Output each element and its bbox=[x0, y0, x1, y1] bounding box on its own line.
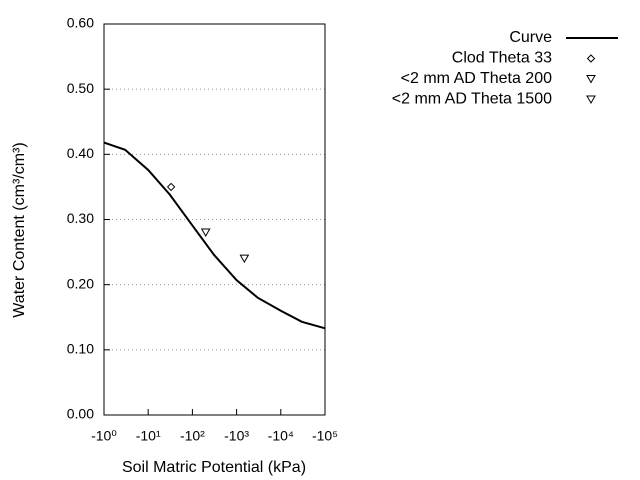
x-tick-label: -10¹ bbox=[136, 428, 161, 444]
y-tick-label: 0.00 bbox=[67, 406, 94, 422]
marker bbox=[586, 95, 596, 105]
legend-label: Clod Theta 33 bbox=[452, 50, 552, 67]
marker bbox=[239, 254, 250, 264]
y-tick-label: 0.30 bbox=[67, 210, 94, 226]
marker bbox=[586, 54, 596, 63]
x-tick-label: -10⁵ bbox=[312, 428, 338, 444]
y-tick-label: 0.40 bbox=[67, 145, 94, 161]
y-tick-label: 0.20 bbox=[67, 275, 94, 291]
y-tick-label: 0.10 bbox=[67, 341, 94, 357]
legend-label: <2 mm AD Theta 200 bbox=[401, 70, 552, 87]
plot-frame bbox=[103, 23, 326, 416]
x-tick-label: -10² bbox=[180, 428, 205, 444]
y-tick-label: 0.60 bbox=[67, 15, 94, 31]
x-tick-label: -10⁰ bbox=[91, 428, 117, 444]
marker bbox=[586, 75, 596, 84]
x-axis-label: Soil Matric Potential (kPa) bbox=[122, 459, 306, 476]
y-axis-label: Water Content (cm³/cm³) bbox=[11, 142, 28, 317]
legend-label: Curve bbox=[509, 29, 552, 46]
x-tick-label: -10³ bbox=[224, 428, 249, 444]
x-tick-label: -10⁴ bbox=[268, 428, 294, 444]
curve bbox=[103, 141, 326, 330]
marker bbox=[166, 182, 176, 192]
marker bbox=[200, 228, 211, 238]
y-tick-label: 0.50 bbox=[67, 80, 94, 96]
legend-label: <2 mm AD Theta 1500 bbox=[392, 91, 552, 108]
